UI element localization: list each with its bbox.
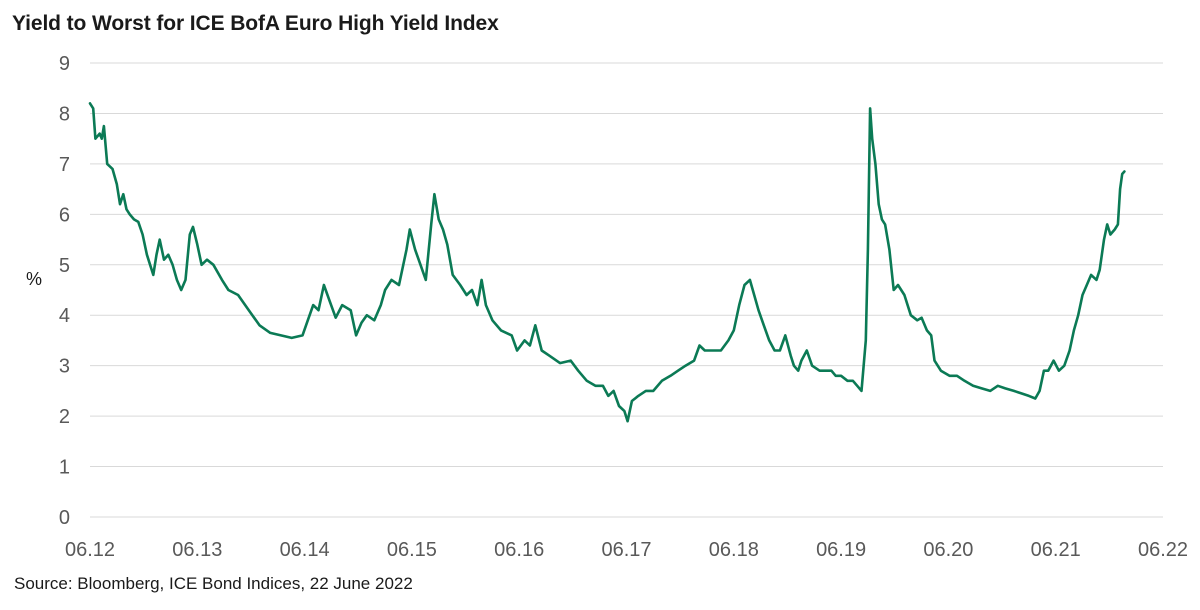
- x-tick-label: 06.18: [709, 539, 759, 561]
- x-tick-label: 06.15: [387, 539, 437, 561]
- x-tick-label: 06.16: [494, 539, 544, 561]
- y-tick-label: 6: [59, 204, 70, 226]
- y-axis: 0 1 2 3 4 5 6 7 8 9: [59, 53, 70, 529]
- y-tick-label: 2: [59, 406, 70, 428]
- series-layer: [88, 102, 1126, 423]
- y-tick-label: 9: [59, 53, 70, 75]
- y-tick-label: 4: [59, 305, 70, 327]
- y-tick-label: 7: [59, 154, 70, 176]
- x-tick-label: 06.19: [816, 539, 866, 561]
- y-tick-label: 8: [59, 103, 70, 125]
- chart-title: Yield to Worst for ICE BofA Euro High Yi…: [12, 12, 499, 35]
- x-tick-label: 06.17: [601, 539, 651, 561]
- y-axis-unit-label: %: [26, 269, 42, 289]
- x-tick-label: 06.21: [1031, 539, 1081, 561]
- x-tick-label: 06.12: [65, 539, 115, 561]
- source-note: Source: Bloomberg, ICE Bond Indices, 22 …: [14, 574, 413, 593]
- x-axis: 06.12 06.13 06.14 06.15 06.16 06.17 06.18 06.19…: [65, 539, 1188, 561]
- y-tick-label: 3: [59, 356, 70, 378]
- x-tick-label: 06.13: [172, 539, 222, 561]
- y-tick-label: 0: [59, 507, 70, 529]
- x-tick-label: 06.14: [280, 539, 330, 561]
- gridlines: [90, 62, 1163, 518]
- x-tick-label: 06.22: [1138, 539, 1188, 561]
- series-line-yield-to-worst: [88, 102, 1126, 423]
- y-tick-label: 1: [59, 457, 70, 479]
- x-tick-label: 06.20: [923, 539, 973, 561]
- y-tick-label: 5: [59, 255, 70, 277]
